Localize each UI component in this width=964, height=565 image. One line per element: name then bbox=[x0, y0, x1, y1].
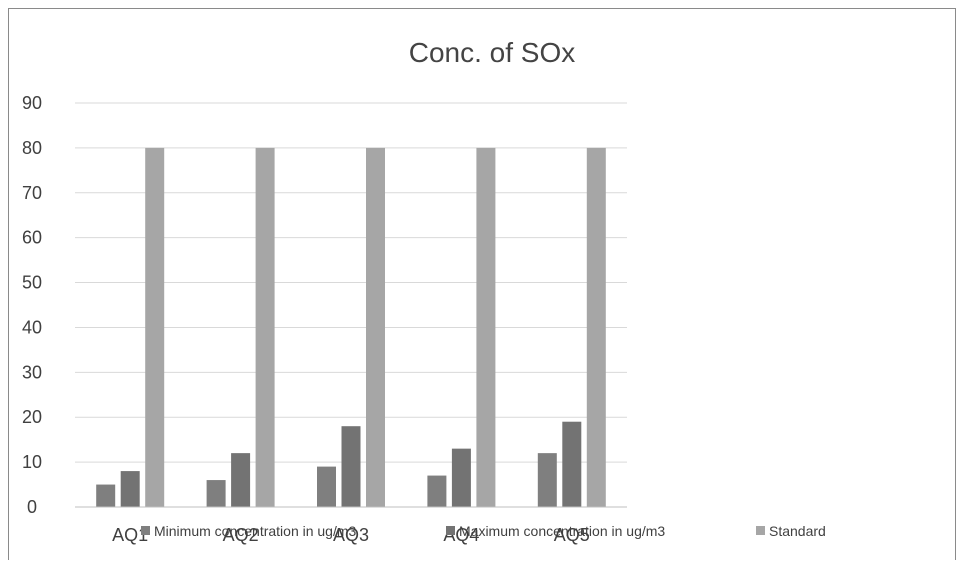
x-tick-label: AQ2 bbox=[223, 525, 259, 545]
bar bbox=[206, 480, 226, 507]
y-tick-label: 50 bbox=[22, 273, 42, 293]
bar bbox=[231, 453, 251, 507]
legend-swatch bbox=[446, 526, 455, 535]
y-axis-ticks: 0 10 20 30 40 50 60 70 80 90 bbox=[22, 93, 42, 517]
y-tick-label: 90 bbox=[22, 93, 42, 113]
y-tick-label: 30 bbox=[22, 362, 42, 382]
y-tick-label: 70 bbox=[22, 183, 42, 203]
legend-label: Maximum concentration in ug/m3 bbox=[459, 523, 665, 539]
bar bbox=[476, 147, 496, 507]
y-tick-label: 0 bbox=[27, 497, 37, 517]
bar bbox=[96, 484, 116, 507]
legend-swatch bbox=[141, 526, 150, 535]
legend-label: Standard bbox=[769, 523, 826, 539]
legend-label: Minimum concentration in ug/m3 bbox=[154, 523, 357, 539]
bar bbox=[317, 466, 336, 507]
x-tick-label: AQ1 bbox=[112, 525, 148, 545]
bar bbox=[255, 147, 275, 507]
x-tick-label: AQ5 bbox=[554, 525, 590, 545]
legend-swatch bbox=[756, 526, 765, 535]
bar bbox=[120, 471, 140, 507]
bars bbox=[96, 147, 606, 507]
y-tick-label: 60 bbox=[22, 228, 42, 248]
bar bbox=[562, 421, 582, 507]
bar bbox=[537, 453, 557, 507]
legend: Minimum concentration in ug/m3 Maximum co… bbox=[141, 523, 826, 539]
y-tick-label: 40 bbox=[22, 317, 42, 337]
bar bbox=[586, 147, 606, 507]
chart-title: Conc. of SOx bbox=[409, 37, 576, 68]
bar bbox=[341, 426, 361, 507]
bar bbox=[366, 147, 385, 507]
y-tick-label: 20 bbox=[22, 407, 42, 427]
bar bbox=[145, 147, 165, 507]
y-tick-label: 80 bbox=[22, 138, 42, 158]
y-tick-label: 10 bbox=[22, 452, 42, 472]
bar bbox=[427, 475, 447, 507]
bar bbox=[451, 448, 471, 507]
x-tick-label: AQ3 bbox=[333, 525, 369, 545]
